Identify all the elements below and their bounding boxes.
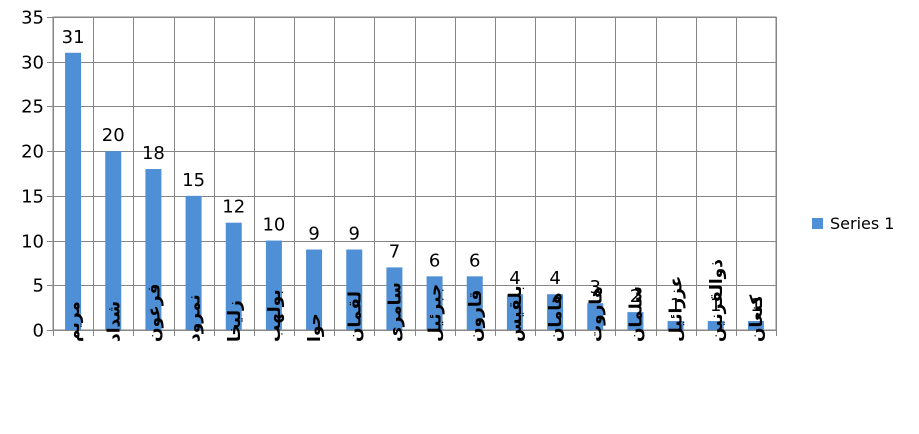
- data-label: 10: [262, 215, 285, 236]
- axes: 0 5 10 15 20 25 30 35 مریم شداد فرعون نمرود زلیخا بول…: [21, 8, 777, 343]
- bar: [145, 169, 162, 330]
- bar: [426, 276, 443, 330]
- data-label: 31: [62, 27, 85, 48]
- bar: [386, 267, 403, 330]
- x-tick-label: عزرائیل: [667, 276, 687, 342]
- y-tick-label: 30: [21, 53, 44, 74]
- bar: [105, 151, 122, 330]
- x-tick-label: سلمان: [626, 286, 646, 342]
- bar: [306, 249, 323, 330]
- data-label: 4: [549, 268, 560, 289]
- bar: [667, 321, 684, 330]
- y-tick-label: 35: [21, 8, 44, 29]
- y-tick-label: 25: [21, 97, 44, 118]
- bar: [707, 321, 724, 330]
- x-tick-label: هامان: [546, 292, 566, 342]
- x-tick-label: لقمان: [345, 291, 365, 342]
- bar: [185, 195, 202, 330]
- x-tick-label: بلقیس: [506, 285, 526, 342]
- x-tick-label: حوا: [305, 313, 325, 342]
- data-label: 1: [670, 295, 681, 316]
- bars: [65, 52, 764, 331]
- x-tick-label: زلیخا: [225, 300, 245, 342]
- data-label: 12: [222, 197, 245, 218]
- x-tick-label: قارون: [466, 290, 486, 342]
- x-tick-label: سامری: [385, 282, 405, 342]
- bar: [65, 52, 82, 331]
- y-tick-label: 15: [21, 187, 44, 208]
- data-label: 20: [102, 125, 125, 146]
- x-tick-label: جبرئیل: [426, 284, 446, 342]
- x-tick-label: کنعان: [747, 295, 767, 342]
- bar: [747, 321, 764, 330]
- legend: Series 1: [812, 214, 894, 233]
- data-label: 15: [182, 170, 205, 191]
- data-labels: 31 20 18 15 12 10 9 9 7 6 6 4 4 3 2 1 1 1: [62, 27, 762, 316]
- y-tick-label: 10: [21, 232, 44, 253]
- bar: [547, 294, 564, 330]
- data-label: 3: [590, 277, 601, 298]
- x-tick-label: بولهب: [265, 289, 285, 342]
- x-tick-label: فرعون: [144, 284, 164, 343]
- bar: [225, 222, 242, 330]
- x-tick-label: مریم: [64, 301, 84, 342]
- grid-lines: [52, 16, 777, 331]
- x-tick-label: هاروت: [586, 286, 606, 342]
- data-label: 2: [630, 286, 641, 307]
- bar: [627, 312, 644, 330]
- data-label: 18: [142, 143, 165, 164]
- bar: [265, 240, 282, 330]
- legend-label: Series 1: [830, 214, 894, 233]
- x-tick-label: نمرود: [185, 294, 205, 342]
- bar: [506, 294, 523, 330]
- bar: [587, 303, 604, 330]
- data-label: 1: [750, 295, 761, 316]
- y-tick-label: 20: [21, 142, 44, 163]
- data-label: 6: [469, 250, 480, 271]
- data-label: 4: [509, 268, 520, 289]
- data-label: 6: [429, 250, 440, 271]
- data-label: 1: [710, 295, 721, 316]
- x-tick-label: ذوالقرنین: [707, 259, 727, 342]
- bar: [466, 276, 483, 330]
- x-tick-label: شداد: [104, 301, 124, 342]
- bar: [346, 249, 363, 330]
- y-tick-label: 0: [33, 321, 44, 342]
- y-tick-label: 5: [33, 276, 44, 297]
- data-label: 9: [349, 224, 360, 245]
- data-label: 7: [389, 241, 400, 262]
- legend-swatch: [812, 218, 823, 229]
- data-label: 9: [308, 224, 319, 245]
